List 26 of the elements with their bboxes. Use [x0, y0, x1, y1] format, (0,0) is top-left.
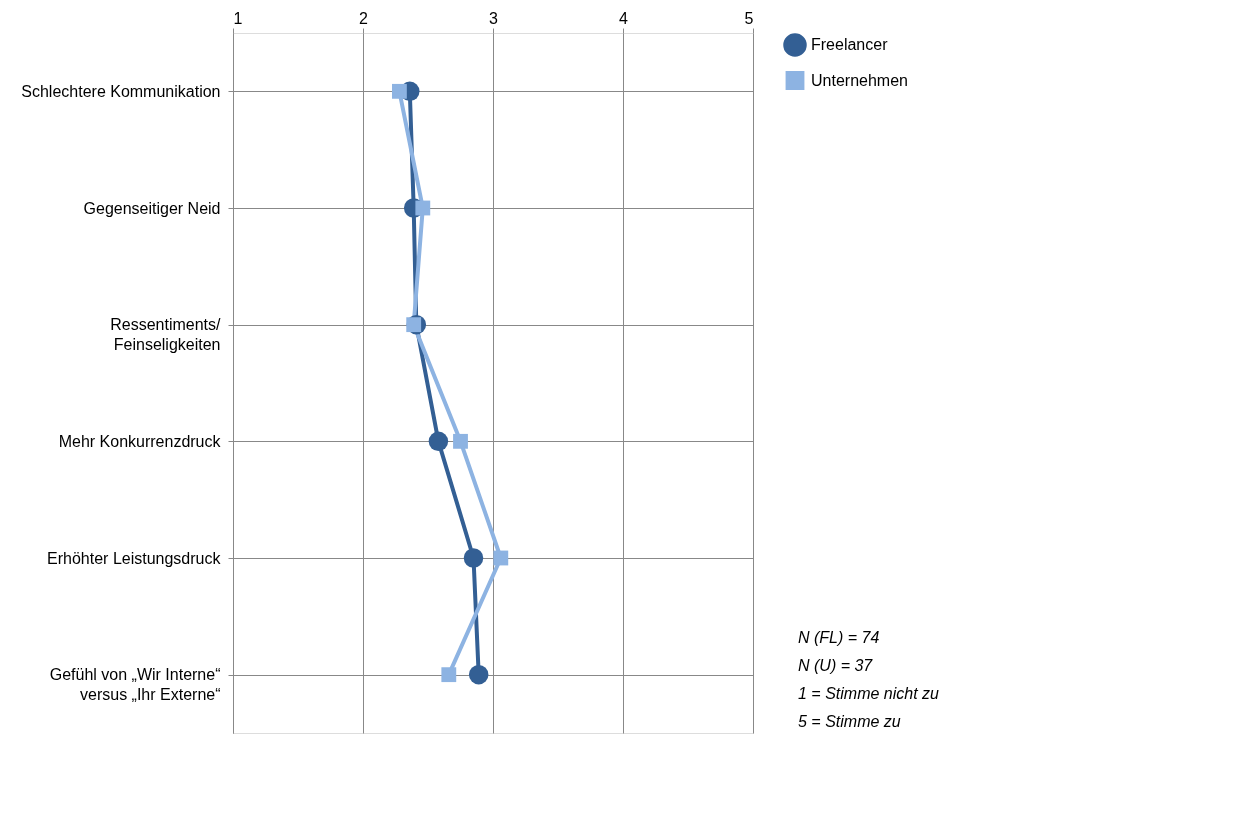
x-tick-label: 3 [489, 9, 499, 27]
point [415, 200, 431, 216]
y-tick-label: Ressentiments/ Feinseligkeiten [110, 316, 222, 354]
text: N (FL) = 74 [798, 629, 880, 646]
x-tick-label: 4 [619, 9, 629, 27]
x-tick-label: 1 [233, 9, 243, 27]
point [441, 667, 457, 683]
text: 1 = Stimme nicht zu [798, 685, 940, 702]
y-tick-label: Schlechtere Kommunikation [21, 82, 221, 100]
x-tick-label: 2 [359, 9, 369, 27]
y-tick-label: Gefühl von „Wir Interne“ versus „Ihr Externe“ [49, 666, 221, 704]
point [493, 550, 509, 566]
x-tick-label: 5 [744, 9, 754, 27]
point [391, 83, 407, 99]
legend-label: Unternehmen [811, 71, 908, 89]
legend-label: Freelancer [811, 36, 889, 53]
point [468, 664, 489, 685]
point [406, 317, 422, 333]
y-tick-label: Gegenseitiger Neid [83, 199, 221, 217]
text: 5 = Stimme zu [798, 713, 901, 730]
text: N (U) = 37 [798, 657, 874, 674]
point [463, 548, 484, 568]
y-tick-label: Mehr Konkurrenzdruck [58, 432, 222, 450]
point [428, 431, 449, 452]
y-tick-label: Erhöhter Leistungsdruck [47, 549, 222, 567]
point [453, 433, 468, 449]
